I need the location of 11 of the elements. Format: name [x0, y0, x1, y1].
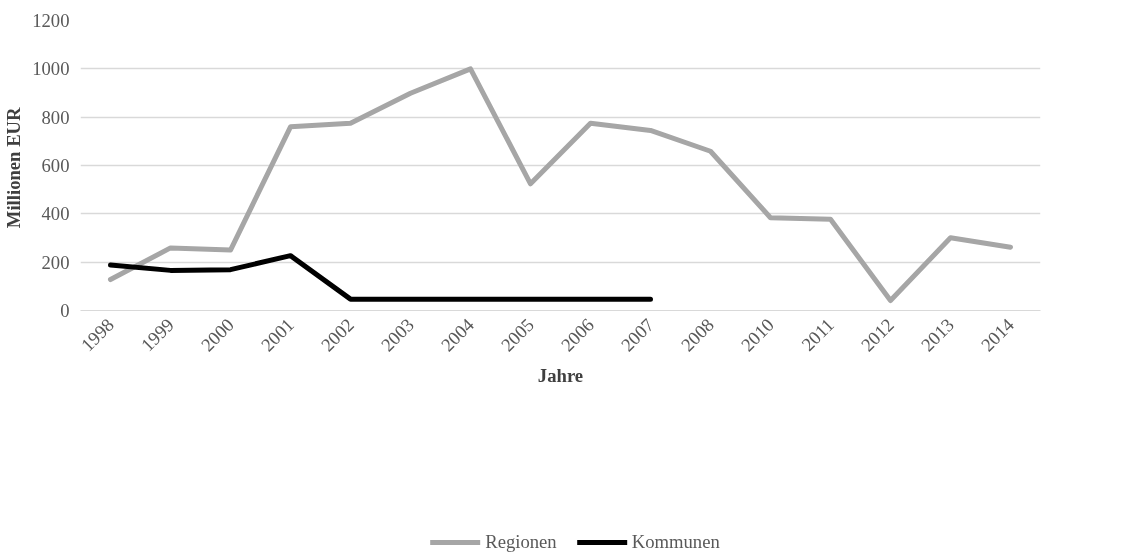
y-tick-label: 600: [41, 155, 70, 176]
y-tick-label: 1200: [32, 10, 70, 31]
y-tick-label: 1000: [32, 58, 70, 80]
y-tick-label: 800: [41, 106, 70, 128]
legend-label: Regionen: [485, 530, 557, 553]
y-tick-label: 0: [60, 300, 70, 321]
y-axis-title: Millionen EUR: [3, 106, 25, 229]
y-tick-label: 200: [41, 251, 70, 273]
y-tick-label: 400: [41, 203, 70, 225]
legend-label: Kommunen: [631, 530, 720, 553]
x-axis-title: Jahre: [537, 365, 584, 387]
